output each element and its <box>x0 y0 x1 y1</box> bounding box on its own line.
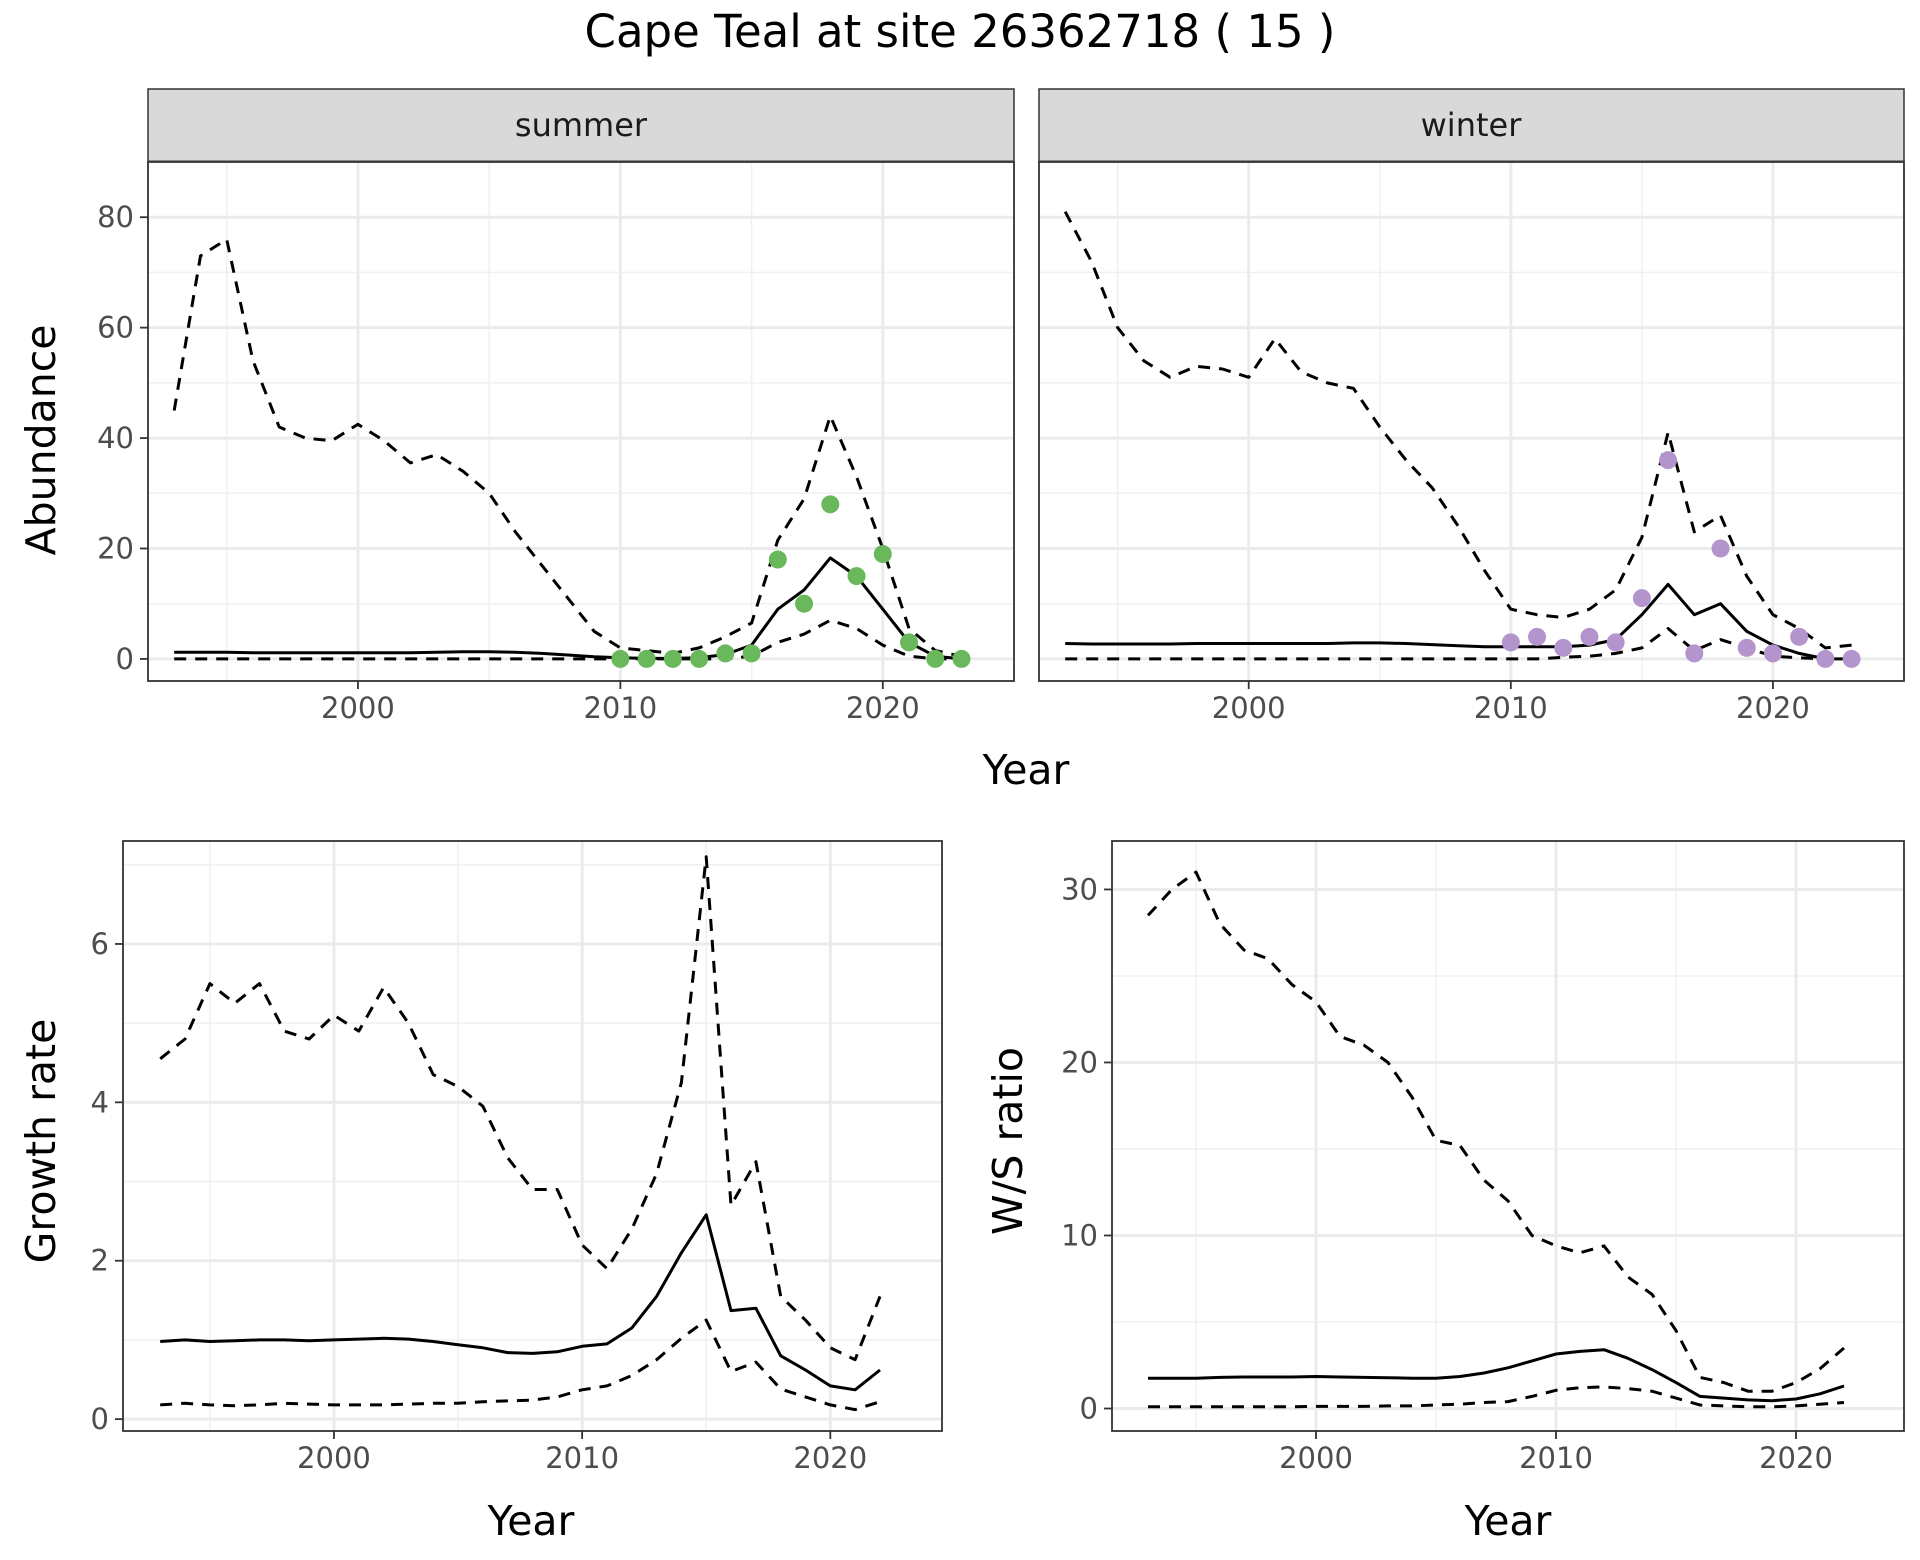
data-point <box>795 594 814 613</box>
data-point <box>1737 638 1756 657</box>
x-tick-label: 2020 <box>1736 691 1810 725</box>
data-point <box>1501 633 1520 652</box>
y-tick-label: 0 <box>91 1402 109 1436</box>
series-line-dashed-1 <box>1146 870 1845 1393</box>
panel-ws-ratio: 2000 2010 2020 0 10 20 30 <box>1061 840 1905 1475</box>
panel-summer: 2000 2010 2020 0 20 40 60 80 <box>97 161 1015 725</box>
data-point <box>690 649 709 668</box>
x-axis-title-top: Year <box>982 746 1070 794</box>
data-point <box>1632 589 1651 608</box>
y-tick-label: 10 <box>1061 1218 1098 1252</box>
data-point <box>1606 633 1625 652</box>
y-tick-label: 80 <box>97 200 134 234</box>
series-line-dashed-1 <box>172 237 962 658</box>
x-axis-title-growth: Year <box>487 1497 575 1545</box>
panel-winter: 2000 2010 2020 <box>1038 161 1905 725</box>
x-tick-label: 2020 <box>1759 1441 1833 1475</box>
x-tick-label: 2000 <box>297 1441 371 1475</box>
x-tick-label: 2020 <box>846 691 920 725</box>
x-tick-label: 2000 <box>1279 1441 1353 1475</box>
y-tick-label: 40 <box>97 421 134 455</box>
data-point <box>1554 638 1573 657</box>
data-point <box>1528 627 1547 646</box>
data-point <box>1842 649 1861 668</box>
y-tick-label: 60 <box>97 311 134 345</box>
y-axis-title-growth: Growth rate <box>17 1019 65 1264</box>
data-point <box>1816 649 1835 668</box>
series-line-solid-0 <box>1148 1348 1845 1403</box>
y-axis-title-ratio: W/S ratio <box>984 1047 1032 1235</box>
y-tick-label: 30 <box>1061 872 1098 906</box>
strip-label-summer: summer <box>515 106 648 144</box>
y-tick-label: 2 <box>91 1244 109 1278</box>
data-point <box>1711 539 1730 558</box>
strip-winter: winter <box>1038 88 1905 164</box>
strip-label-winter: winter <box>1421 106 1523 144</box>
data-point <box>637 649 656 668</box>
y-axis-title-abundance: Abundance <box>17 325 65 556</box>
x-tick-label: 2010 <box>1519 1441 1593 1475</box>
x-tick-label: 2010 <box>545 1441 619 1475</box>
y-tick-label: 20 <box>97 531 134 565</box>
y-tick-label: 0 <box>1080 1392 1098 1426</box>
series-line-dashed-2 <box>160 1318 881 1412</box>
data-point <box>611 649 630 668</box>
x-tick-label: 2000 <box>1212 691 1286 725</box>
x-tick-label: 2010 <box>1474 691 1548 725</box>
data-point <box>1659 451 1678 470</box>
data-point <box>873 545 892 564</box>
chart-title: Cape Teal at site 26362718 ( 15 ) <box>585 5 1336 58</box>
series-line-dashed-1 <box>159 855 882 1362</box>
series-line-solid-0 <box>160 1213 881 1392</box>
y-tick-label: 4 <box>91 1085 109 1119</box>
series-line-solid-0 <box>174 556 962 661</box>
data-point <box>768 550 787 569</box>
panel-border <box>1038 161 1905 682</box>
data-point <box>716 644 735 663</box>
data-point <box>926 649 945 668</box>
panel-border <box>147 161 1015 682</box>
data-point <box>1580 627 1599 646</box>
plot-area <box>123 841 942 1431</box>
data-point <box>1685 644 1704 663</box>
series-line-dashed-2 <box>174 618 962 661</box>
series-line-solid-0 <box>1065 582 1852 661</box>
plot-area <box>1112 841 1904 1431</box>
x-axis-title-ratio: Year <box>1464 1497 1552 1545</box>
data-point <box>821 495 840 514</box>
x-tick-label: 2000 <box>321 691 395 725</box>
x-tick-label: 2010 <box>583 691 657 725</box>
panel-border <box>122 840 943 1432</box>
panel-border <box>1111 840 1905 1432</box>
series-line-dashed-2 <box>1065 627 1852 661</box>
data-point <box>742 644 761 663</box>
y-tick-label: 6 <box>91 927 109 961</box>
data-point <box>900 633 919 652</box>
y-tick-label: 20 <box>1061 1045 1098 1079</box>
data-point <box>952 649 971 668</box>
series-line-dashed-2 <box>1148 1385 1845 1409</box>
panel-growth-rate: 2000 2010 2020 0 2 4 6 <box>91 840 943 1475</box>
data-point <box>1763 644 1782 663</box>
strip-summer: summer <box>147 88 1015 164</box>
x-tick-label: 2020 <box>793 1441 867 1475</box>
data-point <box>663 649 682 668</box>
data-point <box>1790 627 1809 646</box>
y-tick-label: 0 <box>116 642 134 676</box>
data-point <box>847 567 866 586</box>
